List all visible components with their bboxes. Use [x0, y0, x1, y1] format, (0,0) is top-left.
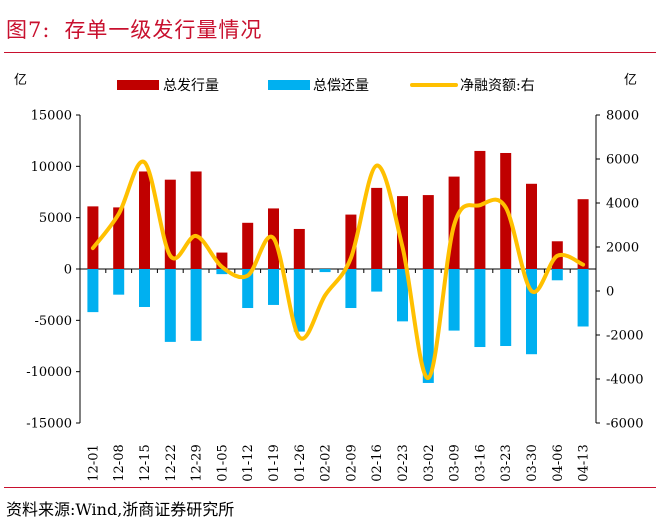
repayment-bar — [397, 269, 408, 322]
repayment-bar — [190, 269, 202, 341]
right-tick-label: -2000 — [606, 329, 643, 344]
x-tick-label: 03-16 — [473, 444, 488, 481]
legend-label: 净融资额:右 — [460, 78, 535, 94]
issuance-bar — [577, 199, 589, 269]
repayment-bar — [293, 269, 305, 332]
repayment-bar — [500, 269, 512, 346]
repayment-bar — [242, 269, 254, 309]
right-tick-label: 2000 — [606, 241, 639, 256]
left-tick-label: -5000 — [35, 314, 72, 329]
x-tick-label: 04-06 — [551, 444, 566, 481]
repayment-bar — [113, 269, 125, 295]
left-tick-label: 15000 — [31, 109, 72, 124]
x-tick-label: 03-09 — [448, 444, 463, 481]
legend-label: 总偿还量 — [313, 78, 369, 94]
figure-title: 图7: 存单一级发行量情况 — [6, 14, 262, 44]
legend-swatch — [117, 80, 159, 90]
left-tick-label: -10000 — [26, 365, 72, 380]
x-tick-label: 03-30 — [525, 444, 540, 481]
left-tick-label: -15000 — [26, 417, 72, 432]
tick-labels: 15000 10000 5000 0 -5000 -10000 -15000 8000 6000… — [26, 109, 643, 482]
x-tick-label: 12-01 — [86, 444, 101, 481]
repayment-bar — [551, 269, 563, 281]
x-tick-label: 03-23 — [499, 444, 514, 481]
x-tick-label: 12-29 — [190, 444, 205, 481]
issuance-bar — [422, 195, 434, 269]
x-tick-label: 04-13 — [577, 444, 592, 481]
x-tick-label: 01-12 — [241, 444, 256, 481]
legend: 总发行量 总偿还量 净融资额:右 — [117, 78, 535, 94]
net-financing-line — [90, 159, 586, 380]
source-note: 资料来源:Wind,浙商证券研究所 — [6, 500, 235, 519]
repayment-bar — [216, 269, 228, 275]
title-divider — [4, 52, 656, 53]
repayment-bar — [319, 269, 331, 273]
right-tick-label: -4000 — [606, 373, 643, 388]
x-tick-label: 12-08 — [112, 444, 127, 481]
bars — [87, 150, 589, 383]
repayment-bar — [422, 269, 434, 383]
issuance-bar — [113, 207, 125, 269]
right-tick-label: -6000 — [606, 417, 643, 432]
left-tick-label: 0 — [64, 263, 72, 278]
x-tick-label: 02-16 — [370, 444, 385, 481]
issuance-bar — [474, 150, 486, 269]
legend-swatch — [268, 80, 310, 90]
left-tick-label: 5000 — [39, 211, 72, 226]
issuance-bar — [293, 228, 305, 269]
right-tick-label: 0 — [606, 285, 614, 300]
issuance-bar — [371, 187, 383, 269]
x-tick-label: 12-15 — [138, 444, 153, 481]
x-tick-label: 02-02 — [319, 444, 334, 481]
repayment-bar — [526, 269, 537, 355]
right-tick-label: 8000 — [606, 109, 639, 124]
repayment-bar — [345, 269, 357, 309]
source-divider — [4, 487, 656, 488]
issuance-bar — [242, 222, 254, 269]
x-tick-label: 12-22 — [164, 444, 179, 481]
issuance-bar — [164, 179, 176, 269]
repayment-bar — [164, 269, 176, 342]
right-tick-label: 6000 — [606, 153, 639, 168]
issuance-bar — [190, 171, 202, 269]
legend-label: 总发行量 — [163, 78, 219, 94]
issuance-bar — [345, 214, 357, 269]
x-tick-label: 03-02 — [422, 444, 437, 481]
left-tick-label: 10000 — [31, 160, 72, 175]
issuance-bar — [526, 183, 537, 269]
repayment-bar — [474, 269, 486, 348]
repayment-bar — [448, 269, 460, 331]
x-tick-label: 01-26 — [293, 444, 308, 481]
issuance-bar — [397, 196, 408, 269]
right-axis-unit: 亿 — [624, 73, 637, 88]
repayment-bar — [87, 269, 99, 313]
repayment-bar — [139, 269, 150, 307]
figure-number: 图7: — [6, 18, 51, 42]
repayment-bar — [371, 269, 383, 292]
right-tick-label: 4000 — [606, 197, 639, 212]
x-tick-label: 01-05 — [215, 444, 230, 481]
x-tick-label: 02-09 — [344, 444, 359, 481]
issuance-bar — [87, 206, 99, 269]
issuance-bar — [216, 252, 228, 269]
repayment-bar — [268, 269, 279, 305]
repayment-bar — [577, 269, 589, 327]
issuance-bar — [139, 171, 150, 269]
x-tick-label: 02-23 — [396, 444, 411, 481]
left-axis-unit: 亿 — [14, 73, 27, 88]
x-tick-label: 01-19 — [267, 444, 282, 481]
figure-title-text: 存单一级发行量情况 — [64, 18, 263, 42]
